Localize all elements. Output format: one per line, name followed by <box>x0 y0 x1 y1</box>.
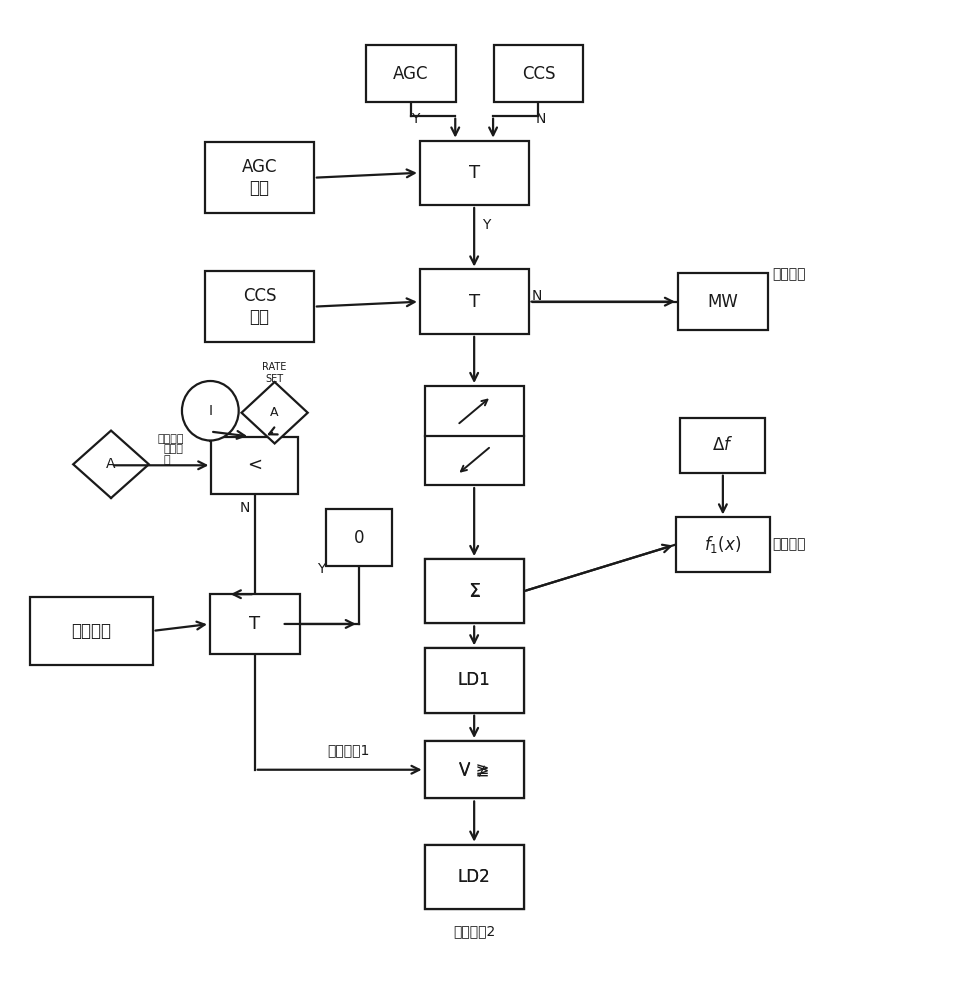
FancyBboxPatch shape <box>493 45 583 102</box>
Text: LD2: LD2 <box>457 868 490 886</box>
Text: 负荷指令2: 负荷指令2 <box>453 924 495 938</box>
Text: 实际负荷: 实际负荷 <box>771 267 804 281</box>
FancyBboxPatch shape <box>211 437 298 494</box>
Text: A: A <box>106 457 115 471</box>
FancyBboxPatch shape <box>366 45 456 102</box>
Text: Y: Y <box>481 218 490 232</box>
Text: CCS: CCS <box>521 65 555 83</box>
Text: Y: Y <box>411 112 419 126</box>
FancyBboxPatch shape <box>424 741 523 798</box>
FancyBboxPatch shape <box>424 648 523 713</box>
Text: LD2: LD2 <box>457 868 490 886</box>
Text: CCS
投入: CCS 投入 <box>242 287 276 326</box>
Polygon shape <box>241 382 308 443</box>
Text: 最大迟率: 最大迟率 <box>157 434 184 444</box>
Text: 频差函数: 频差函数 <box>771 538 804 552</box>
Text: V ≧: V ≧ <box>458 761 489 779</box>
FancyBboxPatch shape <box>675 517 769 572</box>
Text: 禁增、减: 禁增、减 <box>71 622 112 640</box>
FancyBboxPatch shape <box>424 559 523 623</box>
Text: $\Delta f$: $\Delta f$ <box>712 436 733 454</box>
FancyBboxPatch shape <box>424 845 523 909</box>
Text: V ≯: V ≯ <box>458 761 489 779</box>
FancyBboxPatch shape <box>424 845 523 909</box>
Text: T: T <box>468 164 479 182</box>
Text: T: T <box>468 293 479 311</box>
Text: N: N <box>240 501 251 515</box>
FancyBboxPatch shape <box>679 418 764 473</box>
Polygon shape <box>73 431 149 498</box>
Circle shape <box>182 381 238 440</box>
Text: Σ: Σ <box>469 582 479 600</box>
Text: AGC
投入: AGC 投入 <box>241 158 277 197</box>
FancyBboxPatch shape <box>205 142 314 213</box>
FancyBboxPatch shape <box>424 386 523 485</box>
Text: 最大迟
率: 最大迟 率 <box>163 444 183 465</box>
FancyBboxPatch shape <box>325 509 392 566</box>
Text: RATE
SET: RATE SET <box>262 362 287 384</box>
Text: N: N <box>531 289 541 303</box>
FancyBboxPatch shape <box>424 741 523 798</box>
FancyBboxPatch shape <box>419 141 528 205</box>
Text: LD1: LD1 <box>457 671 490 689</box>
Text: $f_1(x)$: $f_1(x)$ <box>703 534 740 555</box>
FancyBboxPatch shape <box>30 597 152 665</box>
Text: Y: Y <box>316 562 325 576</box>
FancyBboxPatch shape <box>210 594 299 654</box>
Text: LD1: LD1 <box>457 671 490 689</box>
Text: N: N <box>536 112 546 126</box>
Text: AGC: AGC <box>393 65 428 83</box>
Text: MW: MW <box>707 293 738 311</box>
Text: 负荷指令1: 负荷指令1 <box>328 743 370 757</box>
FancyBboxPatch shape <box>205 271 314 342</box>
Text: $\Sigma$: $\Sigma$ <box>467 582 480 601</box>
FancyBboxPatch shape <box>424 648 523 713</box>
Text: T: T <box>249 615 260 633</box>
FancyBboxPatch shape <box>678 273 767 330</box>
FancyBboxPatch shape <box>419 269 528 334</box>
Text: A: A <box>270 406 278 419</box>
Text: 0: 0 <box>354 529 364 547</box>
FancyBboxPatch shape <box>424 559 523 623</box>
Text: <: < <box>247 456 262 474</box>
Text: I: I <box>208 404 213 418</box>
